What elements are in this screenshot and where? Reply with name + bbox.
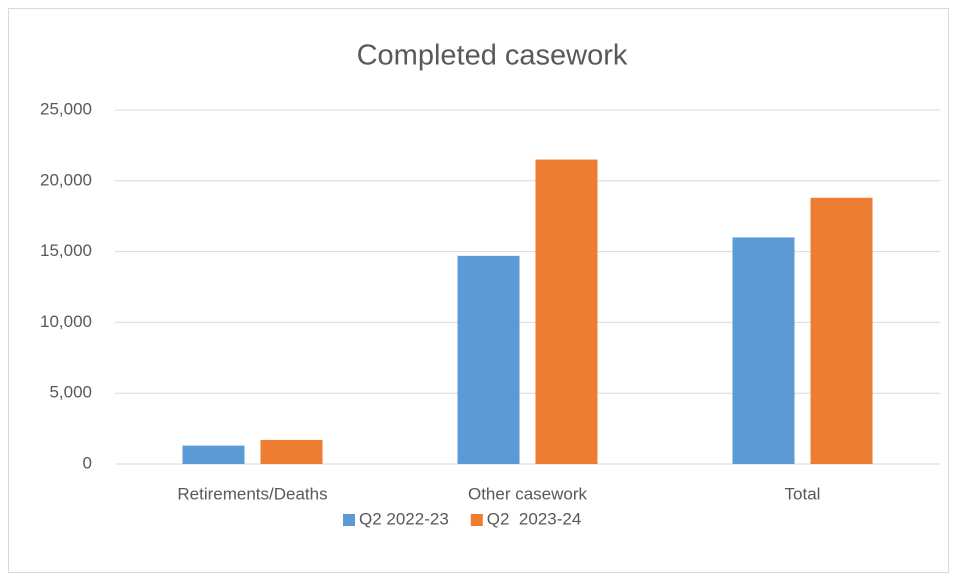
y-tick-label: 15,000 xyxy=(40,241,92,260)
x-tick-label: Total xyxy=(785,484,821,503)
y-tick-label: 5,000 xyxy=(49,383,92,402)
y-tick-label: 10,000 xyxy=(40,312,92,331)
bar xyxy=(732,237,795,464)
x-tick-label: Other casework xyxy=(468,484,588,503)
y-tick-label: 0 xyxy=(83,453,92,472)
bar xyxy=(810,197,873,465)
bar xyxy=(535,159,598,464)
x-tick-label: Retirements/Deaths xyxy=(177,484,327,503)
legend-swatch xyxy=(343,514,355,526)
y-tick-label: 25,000 xyxy=(40,99,92,118)
legend-swatch xyxy=(470,514,483,526)
bar xyxy=(260,439,323,464)
legend-label: Q2 2022-23 xyxy=(359,509,449,528)
y-tick-label: 20,000 xyxy=(40,170,92,189)
chart-title: Completed casework xyxy=(357,40,628,72)
bar xyxy=(182,445,245,464)
legend-label: Q2 2023-24 xyxy=(487,509,582,528)
bar xyxy=(457,255,520,464)
